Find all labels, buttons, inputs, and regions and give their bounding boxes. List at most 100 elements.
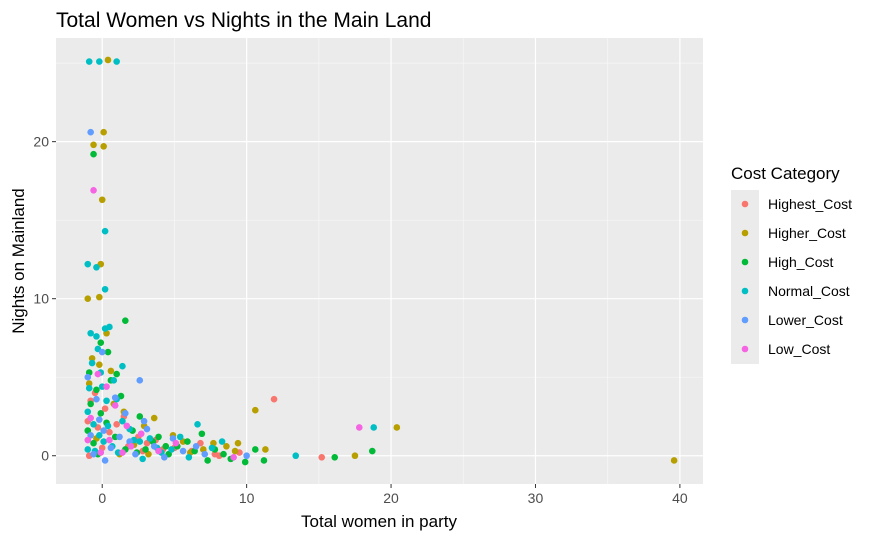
data-point-normal-cost <box>146 435 154 442</box>
data-point-normal-cost <box>139 455 146 463</box>
data-point-high-cost <box>368 447 376 455</box>
chart-title: Total Women vs Nights in the Main Land <box>56 9 431 32</box>
data-point-high-cost <box>97 410 105 417</box>
data-point-lower-cost <box>101 457 109 464</box>
y-tick-label: 0 <box>41 448 49 464</box>
data-point-low-cost <box>127 443 135 450</box>
x-axis-title: Total women in party <box>301 512 457 531</box>
data-point-high-cost <box>136 413 144 420</box>
data-point-normal-cost <box>84 260 92 268</box>
data-point-normal-cost <box>88 359 96 367</box>
data-point-normal-cost <box>103 397 110 405</box>
data-point-high-cost <box>162 443 170 450</box>
data-point-higher-cost <box>85 380 93 387</box>
data-point-lower-cost <box>143 425 151 433</box>
data-point-lower-cost <box>96 416 103 423</box>
data-point-low-cost <box>111 402 119 409</box>
data-point-highest-cost <box>106 428 113 436</box>
data-point-low-cost <box>103 383 110 390</box>
data-point-higher-cost <box>100 128 107 136</box>
x-tick-label: 20 <box>383 490 399 506</box>
legend-key-lower-cost <box>741 316 749 324</box>
data-point-low-cost <box>90 187 97 194</box>
legend-title: Cost Category <box>731 164 840 183</box>
data-point-normal-cost <box>292 452 300 460</box>
data-point-normal-cost <box>84 408 92 416</box>
data-point-highest-cost <box>101 405 109 412</box>
data-point-normal-cost <box>185 454 193 461</box>
x-tick-label: 0 <box>98 490 106 506</box>
data-point-high-cost <box>260 457 268 464</box>
data-point-normal-cost <box>194 421 201 428</box>
data-point-lower-cost <box>169 435 177 442</box>
data-point-lower-cost <box>122 410 129 417</box>
data-point-high-cost <box>122 317 129 324</box>
y-axis-title: Nights on Mainland <box>9 188 28 334</box>
data-point-normal-cost <box>370 424 378 431</box>
data-point-higher-cost <box>670 457 678 464</box>
plot-panel <box>56 38 703 484</box>
legend-key-higher-cost <box>741 229 749 237</box>
x-tick-label: 40 <box>672 490 688 506</box>
legend-label: Lower_Cost <box>768 312 843 328</box>
data-point-higher-cost <box>96 361 103 368</box>
data-point-normal-cost <box>119 417 126 425</box>
data-point-higher-cost <box>351 452 359 460</box>
data-point-highest-cost <box>270 395 278 403</box>
data-point-normal-cost <box>113 58 120 65</box>
data-point-low-cost <box>97 449 105 456</box>
data-point-lower-cost <box>136 377 144 384</box>
data-point-normal-cost <box>93 263 100 271</box>
data-point-lower-cost <box>201 450 209 458</box>
y-tick-label: 10 <box>33 291 49 307</box>
data-point-lower-cost <box>150 443 158 450</box>
data-point-low-cost <box>106 436 113 444</box>
legend: Cost Category Highest_CostHigher_CostHig… <box>731 164 852 364</box>
data-point-lower-cost <box>87 432 94 439</box>
data-point-lower-cost <box>90 450 97 458</box>
y-tick-label: 20 <box>33 134 49 150</box>
data-point-high-cost <box>97 339 105 346</box>
x-tick-label: 10 <box>239 490 255 506</box>
data-point-lower-cost <box>179 447 187 455</box>
data-point-higher-cost <box>251 406 259 414</box>
data-point-low-cost <box>87 414 94 422</box>
data-point-normal-cost <box>96 432 103 439</box>
data-point-higher-cost <box>223 443 230 450</box>
data-point-lower-cost <box>84 373 92 381</box>
data-point-lower-cost <box>116 433 123 441</box>
data-point-high-cost <box>104 348 112 356</box>
legend-key-high-cost <box>741 258 749 266</box>
data-point-high-cost <box>331 454 339 461</box>
data-point-higher-cost <box>96 293 103 301</box>
data-point-normal-cost <box>176 433 184 441</box>
legend-key-highest-cost <box>741 200 749 208</box>
legend-label: Higher_Cost <box>768 225 846 241</box>
data-point-higher-cost <box>107 367 115 375</box>
data-point-normal-cost <box>101 285 109 293</box>
data-point-higher-cost <box>234 439 242 447</box>
data-point-high-cost <box>93 386 100 394</box>
data-point-low-cost <box>94 370 102 378</box>
data-point-high-cost <box>142 446 149 453</box>
data-point-normal-cost <box>110 377 118 384</box>
data-point-high-cost <box>241 458 249 466</box>
data-point-normal-cost <box>85 384 93 392</box>
data-point-normal-cost <box>119 362 126 370</box>
data-point-low-cost <box>230 454 237 461</box>
data-point-lower-cost <box>100 427 107 434</box>
legend-label: Low_Cost <box>768 341 830 357</box>
data-point-higher-cost <box>262 446 269 453</box>
data-point-lower-cost <box>93 395 100 403</box>
data-point-lower-cost <box>111 394 119 401</box>
data-point-lower-cost <box>107 444 115 452</box>
data-point-low-cost <box>123 422 131 430</box>
data-points <box>84 56 678 466</box>
data-point-normal-cost <box>90 421 97 428</box>
data-point-normal-cost <box>96 58 103 65</box>
data-point-normal-cost <box>93 333 100 340</box>
data-point-lower-cost <box>140 417 148 425</box>
data-point-low-cost <box>119 449 126 456</box>
data-point-normal-cost <box>100 438 107 445</box>
